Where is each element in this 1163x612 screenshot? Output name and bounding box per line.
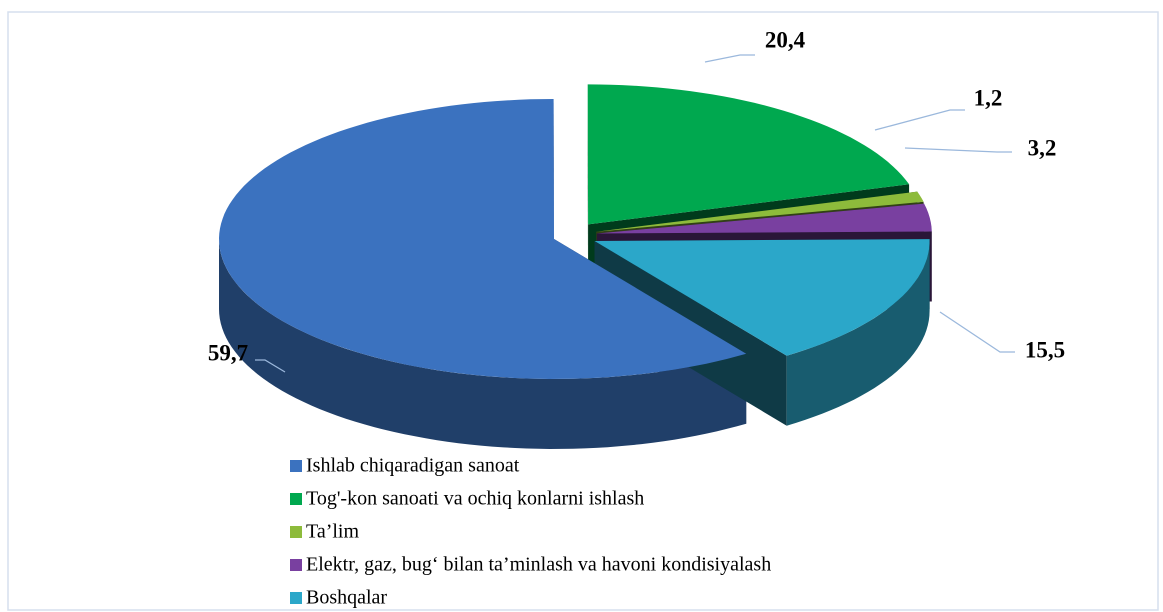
labels: 59,7 20,4 1,2 3,2 15,5 Ishlab chiqaradigan sa… <box>208 27 1065 608</box>
slice <box>596 203 932 234</box>
slice-side <box>219 239 747 449</box>
data-label: 59,7 <box>208 340 248 365</box>
slice <box>587 84 910 225</box>
leader-line <box>939 311 1015 353</box>
legend-label: Elektr, gaz, bug‘ bilan ta’minlash va ha… <box>306 554 771 576</box>
slice <box>594 239 930 356</box>
data-label: 1,2 <box>974 85 1003 110</box>
leader-line <box>874 109 965 131</box>
legend-swatch <box>290 460 302 472</box>
legend-label: Ta’lim <box>306 521 359 543</box>
slice <box>596 191 924 232</box>
leader-line <box>704 54 755 63</box>
data-label: 20,4 <box>765 27 806 52</box>
data-label: 15,5 <box>1025 337 1065 362</box>
legend-label: Ishlab chiqaradigan sanoat <box>306 455 520 477</box>
data-label: 3,2 <box>1028 135 1057 160</box>
leader-line <box>904 147 1012 153</box>
slice-side <box>786 241 930 426</box>
slice <box>219 99 747 379</box>
legend-swatch <box>290 526 302 538</box>
legend-swatch <box>290 592 302 604</box>
legend-swatch <box>290 559 302 571</box>
legend-label: Tog'-kon sanoati va ochiq konlarni ishla… <box>306 488 644 510</box>
legend-label: Boshqalar <box>306 587 387 609</box>
leader-line <box>255 359 286 373</box>
pie-tops <box>219 84 932 379</box>
legend-swatch <box>290 493 302 505</box>
